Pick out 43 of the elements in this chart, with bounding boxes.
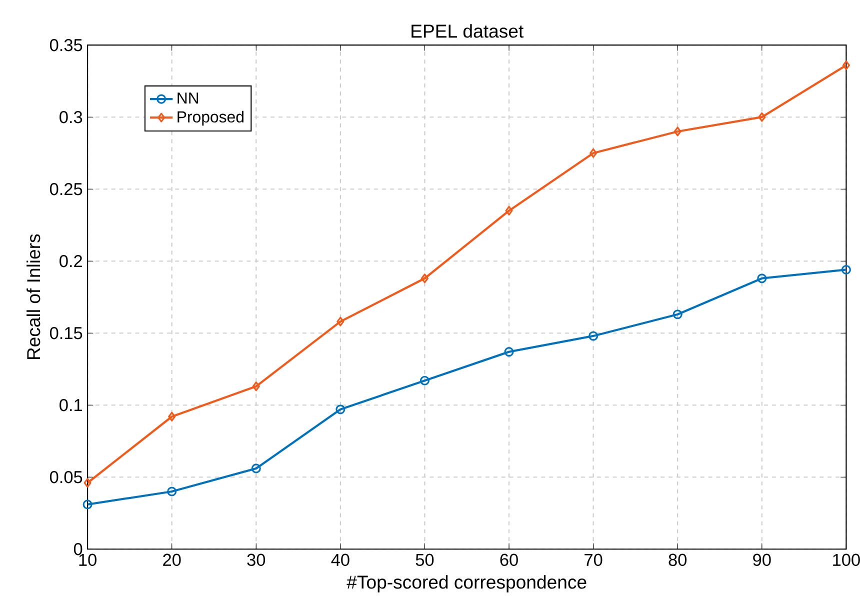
y-tick-label: 0.2 [60,255,82,268]
point [842,60,850,70]
point [420,376,430,386]
point [588,331,598,341]
point [504,347,514,357]
x-tick-label: 100 [833,554,860,566]
x-axis-title: #Top-scored correspondence [346,575,586,593]
point [167,486,177,496]
legend-label: Proposed [178,110,244,126]
y-tick-label: 0.3 [60,111,82,124]
point [841,265,851,275]
point [420,274,429,284]
point [84,478,92,488]
point [251,464,261,474]
x-tick-label: 90 [753,554,771,566]
point [505,206,513,216]
x-tick-label: 20 [163,554,181,566]
point [757,274,767,284]
x-tick-label: 10 [79,554,96,566]
y-tick-label: 0.15 [50,327,82,340]
point [252,382,260,392]
y-tick-label: 0.25 [50,183,82,196]
x-tick-label: 80 [668,554,687,566]
y-tick-label: 0.05 [50,471,82,484]
y-tick-label: 0.35 [50,39,82,52]
point [336,404,346,414]
x-tick-label: 30 [247,554,266,566]
point [168,412,176,422]
legend-label: NN [178,92,198,104]
x-tick-label: 70 [584,554,602,566]
y-axis-title: Recall of Inliers [26,234,40,360]
x-tick-label: 50 [416,554,434,566]
point [590,148,598,158]
y-tick-label: 0 [74,543,82,556]
x-tick-label: 60 [500,554,518,566]
point [82,500,92,510]
point [336,316,344,326]
x-tick-label: 40 [331,554,350,566]
point [672,310,682,320]
chart-title: EPEL dataset [412,24,524,38]
point [758,112,766,122]
y-tick-label: 0.1 [60,399,82,412]
point [674,126,682,136]
